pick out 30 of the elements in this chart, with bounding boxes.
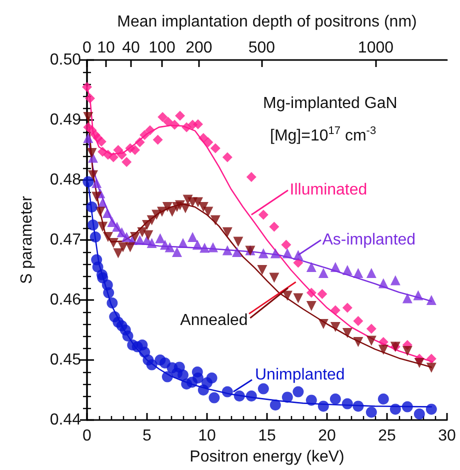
y-tick-label: 0.48: [50, 172, 82, 188]
y-tick-label: 0.46: [50, 292, 82, 308]
series-label: Illuminated: [290, 182, 368, 199]
x-axis-title: Positron energy (keV): [190, 448, 344, 466]
x-tick-label: 15: [258, 428, 276, 444]
y-tick-label: 0.49: [50, 112, 82, 128]
text: 200: [186, 40, 212, 56]
y-tick-label: 0.44: [50, 412, 82, 428]
x-tick-label: 0: [82, 428, 92, 444]
x-tick-label: 10: [198, 428, 216, 444]
x-tick-label: 5: [142, 428, 152, 444]
y-axis-title: S parameter: [18, 195, 36, 284]
x-tick-label: 20: [318, 428, 336, 444]
text: 100: [148, 40, 176, 56]
y-tick-label: 0.50: [50, 52, 82, 68]
x2-axis-title: Mean implantation depth of positrons (nm): [117, 14, 417, 30]
legend-label: As-implanted: [322, 232, 416, 248]
x-tick-label: 25: [378, 428, 396, 444]
x-tick-label: 30: [438, 428, 456, 444]
text: 1000: [358, 40, 394, 56]
y-tick-label: 0.47: [50, 232, 82, 248]
annotation: Mg-implanted GaN: [263, 95, 398, 113]
y-tick-label: 0.45: [50, 352, 82, 368]
annotation: [Mg]=10$^{17}$ cm$^{-3}$: [270, 125, 376, 146]
text: 40: [122, 40, 140, 56]
legend-label: Unimplanted: [255, 366, 345, 384]
text: 500: [248, 40, 276, 56]
text: Annealed: [180, 312, 248, 329]
text: 10: [97, 40, 115, 56]
text: 0: [82, 40, 92, 56]
